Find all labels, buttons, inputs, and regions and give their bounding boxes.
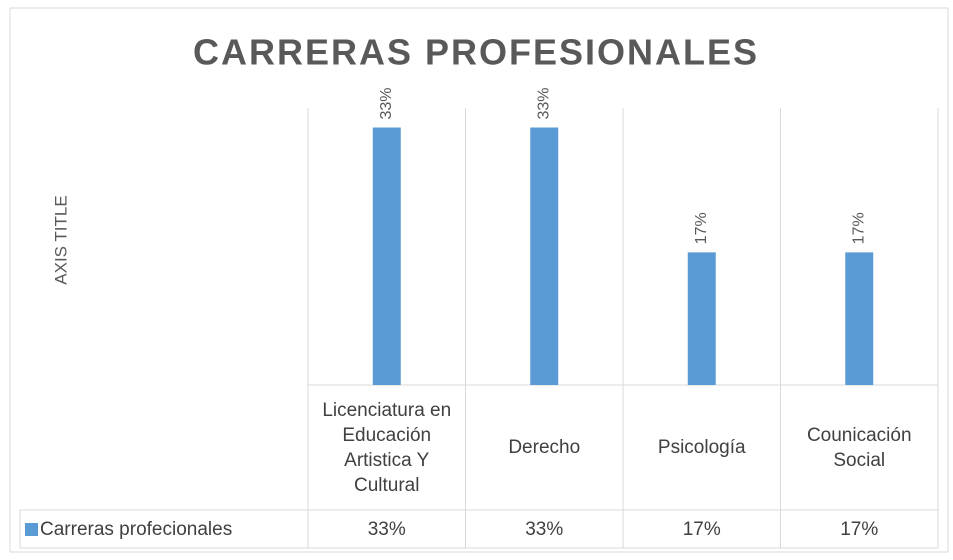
legend-key (25, 523, 38, 536)
legend-label: Carreras profecionales (40, 518, 233, 540)
table-value: 33% (367, 518, 406, 540)
x-tick-label: Counicación Social (806, 424, 912, 471)
chart-title: CARRERAS PROFESIONALES (193, 32, 759, 73)
bar (845, 252, 874, 385)
data-label: 33% (378, 87, 395, 119)
bar (687, 252, 716, 385)
data-label: 33% (535, 87, 552, 119)
chart-border (9, 7, 949, 553)
table-value: 33% (525, 518, 564, 540)
axis-title: AXIS TITLE (51, 195, 70, 284)
table-value: 17% (840, 518, 879, 540)
bar (530, 127, 559, 385)
x-tick-label: Derecho (508, 437, 581, 458)
data-label: 17% (850, 212, 867, 244)
data-label: 17% (693, 212, 710, 244)
bar (372, 127, 401, 385)
x-tick-label: Licenciatura en Educación Artistica Y Cu… (322, 399, 452, 496)
table-value: 17% (682, 518, 721, 540)
x-tick-label: Psicología (657, 437, 746, 458)
